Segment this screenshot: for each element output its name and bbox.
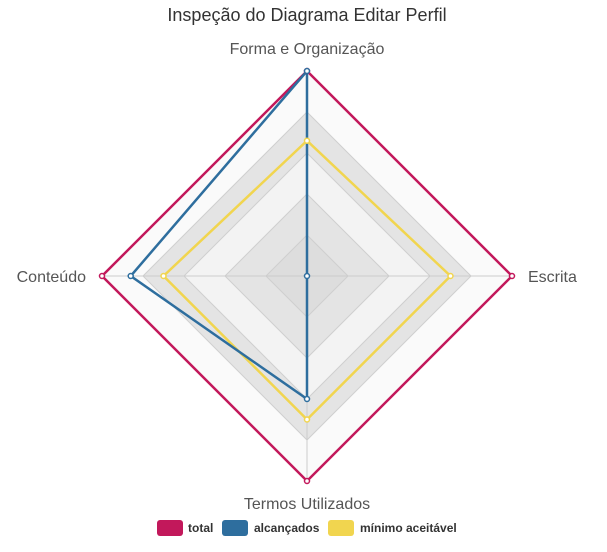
data-point-0-2[interactable] xyxy=(303,477,311,485)
legend-swatch-total[interactable] xyxy=(157,520,183,536)
data-point-2-3[interactable] xyxy=(160,272,167,280)
data-point-1-0[interactable] xyxy=(303,67,311,75)
chart-title: Inspeção do Diagrama Editar Perfil xyxy=(167,5,446,25)
legend-label-total[interactable]: total xyxy=(188,521,213,535)
data-point-2-1[interactable] xyxy=(447,272,454,280)
radar-series xyxy=(98,67,516,485)
legend-label-minimo[interactable]: mínimo aceitável xyxy=(360,521,457,535)
axis-label-forma: Forma e Organização xyxy=(230,41,385,58)
data-point-1-3[interactable] xyxy=(127,272,134,280)
axis-label-termos: Termos Utilizados xyxy=(244,496,370,513)
data-point-0-3[interactable] xyxy=(98,272,106,280)
legend: total alcançados mínimo aceitável xyxy=(157,520,457,536)
axis-label-escrita: Escrita xyxy=(528,269,577,286)
data-point-2-0[interactable] xyxy=(303,137,311,144)
legend-swatch-minimo[interactable] xyxy=(328,520,354,536)
data-point-1-2[interactable] xyxy=(303,395,311,403)
data-point-0-1[interactable] xyxy=(508,272,516,280)
legend-label-alcancados[interactable]: alcançados xyxy=(254,521,320,535)
axis-label-conteudo: Conteúdo xyxy=(17,269,86,286)
data-point-1-1[interactable] xyxy=(303,272,311,280)
legend-swatch-alcancados[interactable] xyxy=(222,520,248,536)
data-point-2-2[interactable] xyxy=(303,416,311,423)
